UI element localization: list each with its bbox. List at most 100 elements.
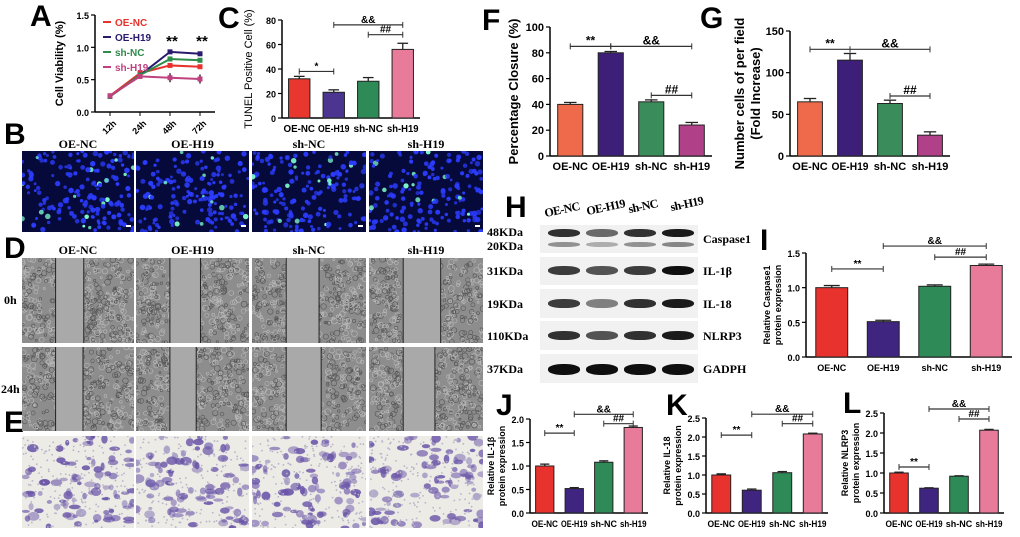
bar-oe-nc [797, 101, 823, 157]
x-tick-label: sh-NC [922, 363, 949, 373]
y-axis-label-2: protein expression [773, 265, 783, 346]
y-tick-label: 1.0 [865, 469, 878, 479]
blot-protein-label: IL-1β [703, 264, 732, 278]
x-tick-label: sh-NC [354, 124, 383, 135]
blot-protein-label: NLRP3 [703, 328, 742, 343]
significance-mark: * [315, 61, 319, 72]
transwell-image-sh-h19 [369, 436, 483, 528]
blot-band [624, 229, 656, 237]
x-tick-label: sh-NC [591, 519, 618, 529]
tunel-image-oe-h19 [136, 151, 249, 232]
data-point [167, 75, 173, 81]
y-tick-label: 150 [766, 26, 784, 38]
bar-oe-nc [535, 465, 555, 514]
bar-sh-h19 [979, 429, 999, 514]
tunel-image-sh-h19-graphic [369, 151, 483, 232]
y-tick-label: 1.5 [787, 249, 800, 259]
blot-band [548, 298, 580, 308]
y-tick-label: 60 [532, 74, 544, 86]
wound-image-0h-oe-nc-graphic [22, 258, 134, 343]
x-tick-label: OE-H19 [916, 519, 943, 529]
y-tick-label: 40 [266, 65, 276, 75]
bar-oe-nc [288, 78, 311, 119]
panel-label-k: K [666, 389, 688, 422]
y-tick-label: 0.5 [865, 489, 878, 499]
x-tick-label: sh-H19 [971, 363, 1001, 373]
x-tick-label: sh-H19 [976, 519, 1003, 529]
bar-sh-h19 [391, 48, 414, 119]
wound-image-0h-sh-h19-graphic [369, 258, 483, 343]
data-point [107, 93, 113, 99]
tunel-image-oe-h19-graphic [136, 151, 249, 232]
significance-mark: && [775, 404, 789, 415]
wound-image-24h-oe-nc [22, 347, 134, 431]
data-point [167, 49, 173, 55]
transwell-image-oe-h19-graphic [136, 436, 249, 528]
blot-band [548, 266, 580, 275]
y-axis-label: Relative NLRP3 [840, 430, 850, 497]
data-point [167, 56, 173, 62]
blot-band [548, 229, 580, 237]
blot-strip-nlrp3 [540, 321, 698, 350]
x-tick-label: OE-H19 [561, 519, 588, 529]
significance-mark: ** [733, 425, 741, 436]
blot-band [624, 330, 656, 340]
x-tick-label: sh-NC [635, 161, 667, 173]
blot-strip-caspase1 [540, 225, 698, 253]
y-tick-label: 0.0 [787, 353, 800, 363]
data-point [197, 64, 203, 70]
y-tick-label: 0.0 [76, 108, 89, 118]
tunel-column-label: sh-H19 [407, 137, 445, 151]
panel-label-c: C [218, 2, 240, 35]
wound-image-24h-oe-h19-graphic [136, 347, 249, 431]
bar-oe-nc [711, 474, 732, 514]
wound-column-label: OE-NC [58, 243, 98, 257]
bar-oe-h19 [837, 59, 863, 157]
panel-label-a: A [30, 0, 52, 33]
y-tick-label: 0 [271, 114, 276, 124]
blot-band [548, 363, 580, 375]
blot-protein-label: GADPH [703, 361, 747, 376]
bar-sh-nc [357, 80, 380, 119]
blot-band [586, 330, 618, 340]
transwell-image-oe-nc [22, 436, 134, 528]
blot-size-label: 19KDa [487, 296, 523, 311]
x-tick-label: sh-NC [769, 519, 796, 529]
bar-oe-h19 [866, 321, 900, 358]
bar-sh-h19 [917, 134, 943, 157]
wound-image-0h-oe-h19-graphic [136, 258, 249, 343]
significance-mark: ## [903, 83, 917, 97]
bar-sh-h19 [969, 264, 1003, 358]
bar-sh-h19 [678, 124, 705, 157]
blot-strip-gadph [540, 354, 698, 383]
blot-band [586, 242, 618, 247]
y-axis-label-2: protein expression [851, 423, 861, 504]
x-tick-label: sh-H19 [673, 161, 710, 173]
wound-image-24h-sh-h19 [369, 347, 483, 431]
y-tick-label: 0.0 [687, 509, 700, 519]
bar-sh-nc [918, 285, 952, 358]
y-axis-label: Cell Viability (%) [54, 20, 66, 106]
significance-mark: ** [854, 259, 862, 270]
y-tick-label: 0.5 [687, 490, 700, 500]
x-tick-label: OE-H19 [738, 519, 766, 529]
bar-sh-nc [594, 461, 614, 514]
wound-image-0h-sh-nc [252, 258, 366, 343]
y-axis-label: Relative Caspase1 [762, 265, 772, 344]
significance-mark: ## [955, 247, 967, 258]
x-tick-label: OE-NC [792, 161, 828, 173]
y-tick-label: 1.0 [76, 43, 89, 53]
blot-band [662, 229, 694, 237]
blot-band [662, 242, 694, 247]
wound-image-24h-oe-h19 [136, 347, 249, 431]
y-tick-label: 80 [532, 48, 544, 60]
panel-label-l: L [843, 387, 862, 420]
significance-mark: ** [556, 423, 564, 434]
blot-band [586, 363, 618, 375]
y-tick-label: 1.0 [687, 471, 700, 481]
tunel-image-oe-nc-graphic [22, 151, 134, 232]
x-tick-label: sh-H19 [387, 124, 419, 135]
blot-band [662, 298, 694, 308]
significance-mark: && [881, 36, 899, 50]
